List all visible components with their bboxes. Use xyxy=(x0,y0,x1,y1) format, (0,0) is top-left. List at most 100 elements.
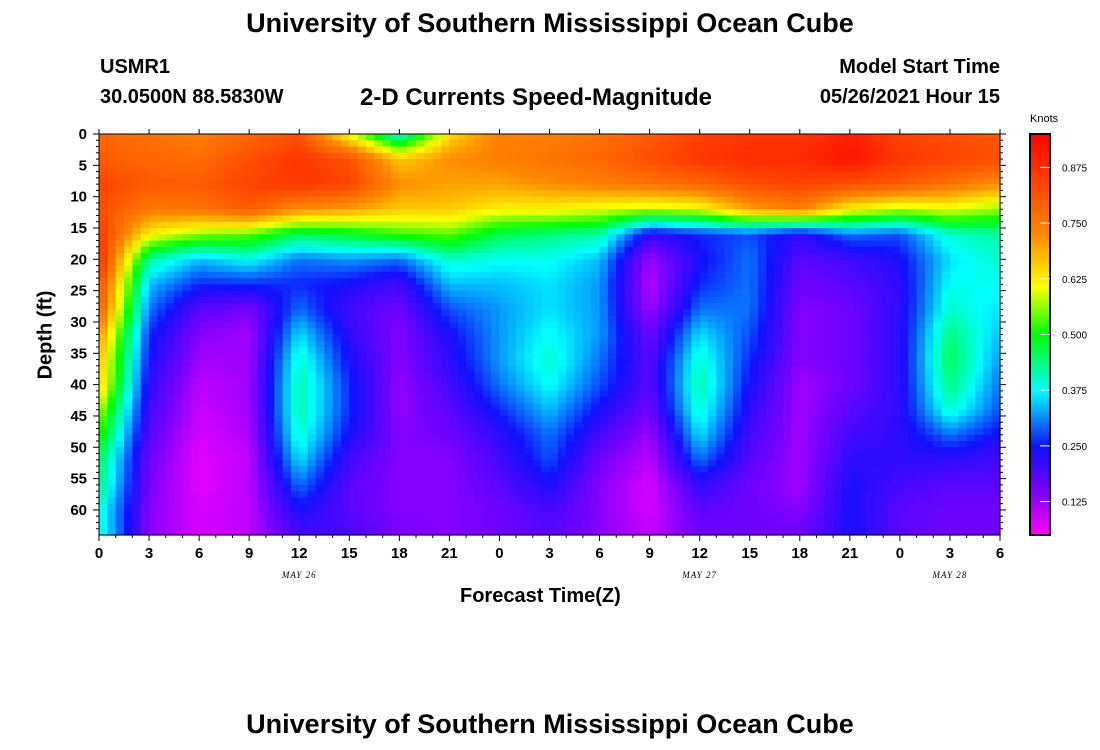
heatmap-cell xyxy=(424,177,434,185)
heatmap-cell xyxy=(599,259,609,267)
heatmap-cell xyxy=(599,246,609,254)
heatmap-cell xyxy=(249,459,259,467)
heatmap-cell xyxy=(599,528,609,536)
heatmap-cell xyxy=(607,146,617,154)
heatmap-cell xyxy=(365,209,375,217)
heatmap-cell xyxy=(124,328,133,336)
heatmap-cell xyxy=(140,422,150,430)
heatmap-cell xyxy=(691,171,701,179)
heatmap-cell xyxy=(599,171,609,179)
heatmap-cell xyxy=(199,265,209,273)
heatmap-cell xyxy=(632,397,642,405)
heatmap-cell xyxy=(174,415,184,423)
heatmap-cell xyxy=(224,265,234,273)
heatmap-cell xyxy=(607,296,617,304)
heatmap-cell xyxy=(641,434,651,442)
heatmap-cell xyxy=(524,397,534,405)
heatmap-cell xyxy=(132,146,142,154)
heatmap-cell xyxy=(382,478,392,486)
heatmap-cell xyxy=(390,390,400,398)
heatmap-cell xyxy=(140,484,150,492)
heatmap-cell xyxy=(99,134,108,141)
heatmap-cell xyxy=(257,246,267,254)
heatmap-cell xyxy=(682,152,692,160)
heatmap-cell xyxy=(574,497,584,505)
heatmap-cell xyxy=(724,441,734,448)
heatmap-cell xyxy=(124,384,133,392)
heatmap-cell xyxy=(599,134,609,141)
heatmap-cell xyxy=(407,334,417,342)
page-title: University of Southern Mississippi Ocean… xyxy=(246,8,854,38)
heatmap-cell xyxy=(299,415,309,423)
heatmap-cell xyxy=(265,378,275,386)
heatmap-cell xyxy=(174,265,184,273)
heatmap-cell xyxy=(99,290,108,298)
heatmap-cell xyxy=(199,190,209,198)
heatmap-cell xyxy=(365,134,375,141)
heatmap-cell xyxy=(157,378,167,386)
heatmap-cell xyxy=(257,403,267,411)
heatmap-cell xyxy=(190,190,200,198)
heatmap-cell xyxy=(449,528,459,536)
heatmap-cell xyxy=(165,190,175,198)
heatmap-cell xyxy=(699,159,709,166)
heatmap-cell xyxy=(199,472,209,480)
heatmap-cell xyxy=(649,184,659,191)
heatmap-cell xyxy=(215,234,225,242)
heatmap-cell xyxy=(390,309,400,317)
heatmap-cell xyxy=(716,334,726,342)
heatmap-cell xyxy=(324,484,334,492)
heatmap-cell xyxy=(599,202,609,210)
heatmap-cell xyxy=(674,516,684,524)
heatmap-cell xyxy=(315,453,325,461)
heatmap-cell xyxy=(716,246,726,254)
heatmap-cell xyxy=(474,397,484,405)
heatmap-cell xyxy=(140,434,150,442)
heatmap-cell xyxy=(632,309,642,317)
heatmap-cell xyxy=(307,503,317,511)
heatmap-cell xyxy=(541,284,551,292)
heatmap-cell xyxy=(115,497,125,505)
heatmap-cell xyxy=(390,434,400,442)
heatmap-cell xyxy=(541,397,551,405)
heatmap-cell xyxy=(499,165,509,173)
heatmap-cell xyxy=(149,303,158,311)
heatmap-cell xyxy=(199,196,209,204)
heatmap-cell xyxy=(532,497,542,505)
heatmap-cell xyxy=(290,159,300,166)
heatmap-cell xyxy=(691,303,701,311)
heatmap-cell xyxy=(491,303,501,311)
heatmap-cell xyxy=(649,152,659,160)
heatmap-cell xyxy=(399,177,409,185)
heatmap-cell xyxy=(507,190,517,198)
heatmap-cell xyxy=(407,528,417,536)
heatmap-cell xyxy=(107,409,117,417)
heatmap-cell xyxy=(641,165,651,173)
heatmap-cell xyxy=(466,509,476,517)
heatmap-cell xyxy=(566,253,576,260)
heatmap-cell xyxy=(432,240,442,248)
heatmap-cell xyxy=(441,334,450,342)
heatmap-cell xyxy=(657,372,667,379)
heatmap-cell xyxy=(549,472,559,480)
heatmap-cell xyxy=(257,409,267,417)
heatmap-cell xyxy=(199,159,209,166)
heatmap-cell xyxy=(165,303,175,311)
heatmap-cell xyxy=(290,253,300,260)
heatmap-cell xyxy=(107,171,117,179)
heatmap-cell xyxy=(240,309,250,317)
heatmap-cell xyxy=(240,290,250,298)
heatmap-cell xyxy=(741,372,751,379)
heatmap-cell xyxy=(382,284,392,292)
heatmap-cells xyxy=(99,134,1001,536)
heatmap-cell xyxy=(441,290,450,298)
heatmap-cell xyxy=(99,347,108,354)
heatmap-cell xyxy=(507,253,517,260)
heatmap-cell xyxy=(724,171,734,179)
heatmap-cell xyxy=(474,453,484,461)
heatmap-cell xyxy=(566,152,576,160)
heatmap-cell xyxy=(257,441,267,448)
heatmap-cell xyxy=(416,491,425,499)
heatmap-cell xyxy=(315,378,325,386)
heatmap-cell xyxy=(449,478,459,486)
